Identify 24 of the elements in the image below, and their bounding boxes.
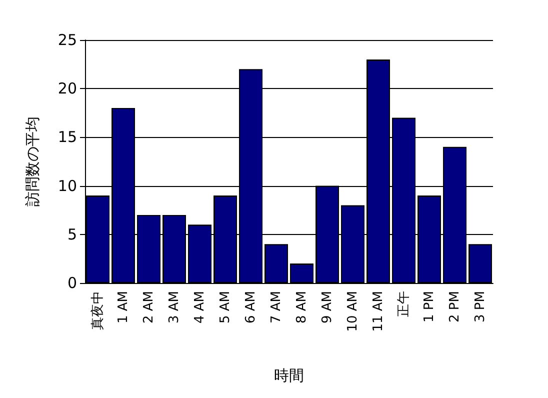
x-tick-label: 1 PM: [422, 291, 437, 322]
x-axis-title: 時間: [274, 366, 304, 384]
x-tick-label: 7 AM: [268, 291, 284, 324]
y-tick-label: 5: [67, 225, 77, 244]
x-tick-label: 3 AM: [166, 291, 182, 324]
x-tick-label: 1 AM: [116, 291, 131, 324]
x-tick-label: 3 PM: [472, 291, 488, 322]
x-tick-label: 4 AM: [192, 291, 208, 324]
x-tick-label: 真夜中: [89, 291, 106, 330]
y-tick-label: 15: [58, 128, 77, 146]
x-tick-label: 2 PM: [447, 291, 462, 322]
y-tick-label: 20: [58, 80, 77, 98]
x-tick-label: 5 AM: [218, 291, 233, 324]
y-axis-title: 訪問数の平均: [24, 116, 42, 206]
y-tick-label: 25: [58, 31, 77, 49]
y-tick-label: 10: [58, 176, 77, 195]
x-tick-label: 2 AM: [141, 291, 156, 324]
x-tick-label: 8 AM: [294, 291, 310, 324]
y-tick-label: 0: [67, 274, 77, 292]
x-tick-label: 正午: [396, 291, 412, 317]
x-tick-label: 10 AM: [345, 291, 360, 332]
x-tick-label: 6 AM: [243, 291, 258, 324]
x-tick-label: 11 AM: [370, 291, 386, 332]
x-tick-label: 9 AM: [320, 291, 335, 324]
